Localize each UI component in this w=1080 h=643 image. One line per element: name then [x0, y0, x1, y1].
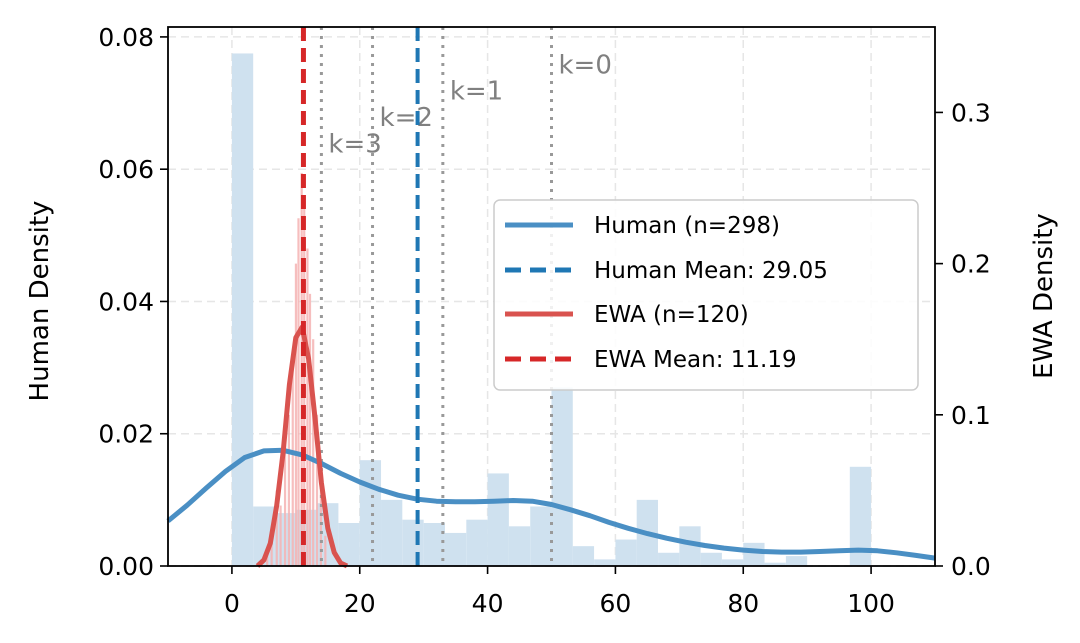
- ewa-hist-bar: [312, 339, 315, 566]
- human-hist-bar: [658, 552, 680, 566]
- human-hist-bar: [679, 526, 701, 566]
- y-left-tick-label: 0.06: [98, 155, 154, 184]
- y-right-tick-label: 0.2: [951, 250, 991, 279]
- k-reference-lines: k=0 k=1 k=2k=3: [319, 27, 612, 566]
- x-tick-label: 40: [472, 589, 504, 618]
- legend-box: [493, 199, 919, 391]
- human-hist-bar: [721, 559, 744, 566]
- plot-frame: [167, 26, 936, 567]
- y-left-tick-label: 0.02: [98, 420, 154, 449]
- human-hist-bar: [466, 519, 488, 566]
- y-right-tick-label: 0.0: [951, 552, 991, 581]
- human-hist-bar: [572, 546, 595, 566]
- y-left-tick-label: 0.04: [98, 287, 154, 316]
- human-kde-line: [166, 447, 936, 561]
- axes: 0 20 40 60 80 100 0.00 0.02 0.04 0.06 0.08 0.0 0.1 0.…: [98, 23, 990, 618]
- human-hist-bar: [423, 523, 445, 566]
- ewa-hist-bar: [324, 535, 327, 566]
- y-right-tick-label: 0.3: [951, 98, 991, 127]
- human-hist-bar: [231, 53, 254, 567]
- x-tick-label: 100: [847, 589, 895, 618]
- human-hist-bar: [594, 559, 616, 566]
- human-hist-bar: [615, 539, 637, 566]
- ewa-hist-bar: [319, 475, 322, 566]
- ewa-hist-bar: [283, 445, 287, 566]
- human-hist-bar: [487, 473, 509, 566]
- legend: Human (n=298) Human Mean: 29.05 EWA (n=120…: [493, 199, 919, 391]
- ewa-hist-bar: [270, 535, 273, 566]
- y-right-axis-label: EWA Density: [1029, 213, 1059, 379]
- y-left-tick-label: 0.00: [98, 552, 154, 581]
- ewa-hist-bar: [287, 414, 291, 566]
- human-hist-bar: [508, 526, 531, 566]
- ewa-hist-bar: [315, 414, 319, 566]
- human-hist-bar: [743, 542, 765, 566]
- legend-label-ewa_mean: EWA Mean: 11.19: [594, 347, 797, 373]
- x-tick-label: 0: [224, 589, 240, 618]
- human-hist-bar: [700, 552, 722, 566]
- ewa-hist-bar: [275, 490, 278, 566]
- human-hist-bar: [381, 499, 403, 566]
- ewa-hist-bar: [308, 293, 312, 566]
- k-label: k=0: [559, 50, 612, 80]
- ewa-hist-bar: [306, 248, 309, 566]
- ewa-hist-bar: [294, 263, 298, 566]
- legend-label-ewa: EWA (n=120): [594, 302, 749, 328]
- k-label: k=3: [328, 130, 381, 160]
- human-hist-bar: [530, 506, 552, 566]
- y-left-tick-label: 0.08: [98, 23, 154, 52]
- ewa-hist-bar: [297, 218, 300, 567]
- k-label: k=1: [450, 77, 503, 107]
- human-hist-bar: [849, 466, 872, 566]
- human-hist-bar: [551, 387, 573, 566]
- x-tick-label: 20: [344, 589, 376, 618]
- y-left-axis-label: Human Density: [25, 201, 55, 402]
- mean-lines: [300, 27, 420, 566]
- human-hist-bar: [785, 556, 808, 566]
- human-hist-bar: [338, 523, 360, 566]
- human-hist-bar: [359, 460, 382, 566]
- human-hist-bar: [402, 519, 424, 566]
- k-label: k=2: [380, 103, 433, 133]
- ewa-hist-bar: [279, 505, 282, 566]
- legend-label-human_mean: Human Mean: 29.05: [594, 258, 828, 284]
- y-right-tick-label: 0.1: [951, 401, 991, 430]
- human-hist-bar: [764, 562, 786, 566]
- x-tick-label: 60: [600, 589, 632, 618]
- ewa-hist-bar: [291, 354, 294, 566]
- legend-label-human: Human (n=298): [594, 213, 780, 239]
- x-tick-label: 80: [727, 589, 759, 618]
- human-hist-bar: [444, 532, 467, 566]
